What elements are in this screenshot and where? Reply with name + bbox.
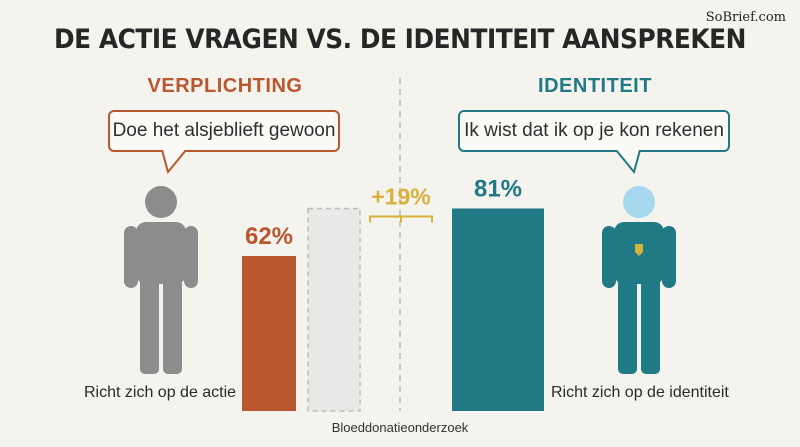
difference-label: +19% (371, 184, 430, 210)
left-bubble-tail (161, 150, 187, 174)
right-caption: Richt zich op de identiteit (551, 384, 729, 401)
bar-verplichting (242, 256, 296, 411)
watermark-logo: SoBrief.com (705, 10, 786, 25)
bar-value-label: 62% (245, 223, 293, 250)
source-label: Bloeddonatieonderzoek (331, 420, 469, 435)
difference-bracket (369, 215, 433, 223)
badge-person-icon (602, 186, 676, 374)
left-caption: Richt zich op de actie (84, 384, 237, 401)
right-bubble-tail (615, 150, 641, 174)
left-heading: VERPLICHTING (147, 75, 303, 97)
left-speech-bubble: Doe het alsjeblieft gewoon (108, 110, 340, 152)
right-speech-bubble: Ik wist dat ik op je kon rekenen (458, 110, 730, 152)
right-heading: IDENTITEIT (538, 75, 652, 97)
bar-value-label: 81% (474, 176, 522, 203)
chart-title: DE ACTIE VRAGEN VS. DE IDENTITEIT AANSPR… (53, 24, 747, 55)
bar-identiteit (452, 208, 544, 411)
ghost-bar (307, 207, 361, 412)
gray-person-icon (124, 186, 198, 374)
